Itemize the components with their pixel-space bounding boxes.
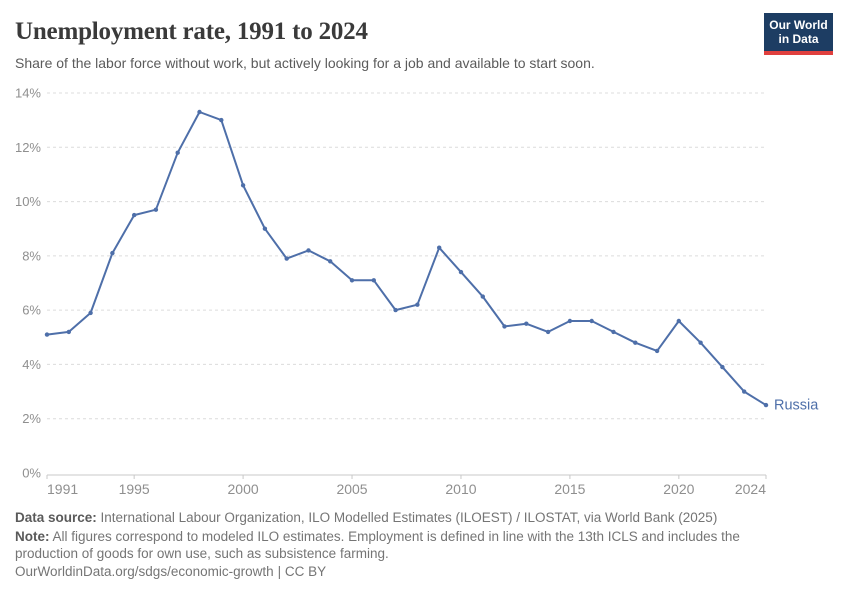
- owid-logo: Our World in Data: [764, 13, 833, 55]
- data-point-marker[interactable]: [306, 248, 311, 253]
- data-source-label: Data source:: [15, 510, 97, 525]
- y-axis-tick-label: 0%: [22, 466, 41, 481]
- chart-subtitle: Share of the labor force without work, b…: [15, 55, 595, 71]
- owid-logo-line2: in Data: [778, 32, 819, 46]
- data-point-marker[interactable]: [437, 245, 442, 250]
- data-point-marker[interactable]: [545, 329, 551, 335]
- note-text: All figures correspond to modeled ILO es…: [15, 529, 740, 561]
- data-point-marker[interactable]: [763, 402, 769, 408]
- x-axis-tick-label: 2015: [554, 481, 585, 497]
- data-point-marker[interactable]: [88, 310, 93, 316]
- data-line-russia[interactable]: [46, 111, 767, 407]
- data-point-marker[interactable]: [742, 389, 747, 394]
- data-point-marker[interactable]: [633, 340, 638, 345]
- y-axis-tick-label: 14%: [15, 86, 41, 101]
- x-axis-tick-label: 1995: [119, 481, 150, 497]
- data-point-marker[interactable]: [328, 259, 333, 264]
- owid-logo-line1: Our World: [769, 18, 828, 32]
- data-point-marker[interactable]: [480, 294, 485, 299]
- x-axis-tick-label: 1991: [47, 481, 78, 497]
- data-point-marker[interactable]: [720, 364, 725, 370]
- data-point-marker[interactable]: [458, 269, 464, 275]
- license-label: | CC BY: [277, 564, 327, 579]
- chart-title: Unemployment rate, 1991 to 2024: [15, 18, 368, 45]
- note-label: Note:: [15, 529, 50, 544]
- x-axis-tick-label: 2024: [735, 481, 766, 497]
- data-point-marker[interactable]: [197, 109, 202, 115]
- y-axis-tick-label: 12%: [15, 140, 41, 155]
- data-source-text: International Labour Organization, ILO M…: [96, 510, 718, 525]
- data-point-marker[interactable]: [132, 212, 137, 218]
- data-point-marker[interactable]: [502, 324, 507, 329]
- data-point-marker[interactable]: [44, 332, 50, 337]
- x-axis-tick-label: 2010: [445, 481, 476, 497]
- data-point-marker[interactable]: [611, 329, 616, 335]
- footer-links: OurWorldinData.org/sdgs/economic-growth |…: [15, 564, 815, 579]
- y-axis-tick-label: 2%: [22, 411, 41, 426]
- data-point-marker[interactable]: [262, 226, 268, 231]
- data-point-marker[interactable]: [567, 318, 573, 324]
- data-point-marker[interactable]: [110, 250, 115, 256]
- y-axis-tick-label: 6%: [22, 303, 41, 318]
- data-point-marker[interactable]: [349, 278, 355, 283]
- data-point-marker[interactable]: [284, 256, 289, 261]
- data-point-marker[interactable]: [240, 183, 246, 188]
- data-point-marker[interactable]: [589, 318, 594, 324]
- data-point-marker[interactable]: [66, 329, 72, 335]
- data-point-marker[interactable]: [153, 207, 159, 212]
- data-point-marker[interactable]: [371, 278, 376, 283]
- data-point-marker[interactable]: [698, 340, 703, 345]
- data-point-marker[interactable]: [676, 318, 681, 324]
- y-axis-tick-label: 4%: [22, 357, 41, 372]
- x-axis-tick-label: 2005: [336, 481, 367, 497]
- data-point-marker[interactable]: [654, 348, 660, 354]
- y-axis-tick-label: 8%: [22, 248, 41, 263]
- data-point-marker[interactable]: [219, 117, 224, 123]
- owid-url-link[interactable]: OurWorldinData.org/sdgs/economic-growth: [15, 564, 274, 579]
- data-point-marker[interactable]: [415, 302, 420, 307]
- note-line: Note: All figures correspond to modeled …: [15, 529, 793, 562]
- series-label-russia[interactable]: Russia: [774, 398, 819, 414]
- data-source-line: Data source: International Labour Organi…: [15, 510, 815, 525]
- data-point-marker[interactable]: [393, 307, 398, 313]
- y-axis-tick-label: 10%: [15, 194, 41, 209]
- data-point-marker[interactable]: [524, 321, 529, 326]
- x-axis-tick-label: 2020: [663, 481, 694, 497]
- x-axis-tick-label: 2000: [228, 481, 259, 497]
- data-point-marker[interactable]: [175, 150, 180, 155]
